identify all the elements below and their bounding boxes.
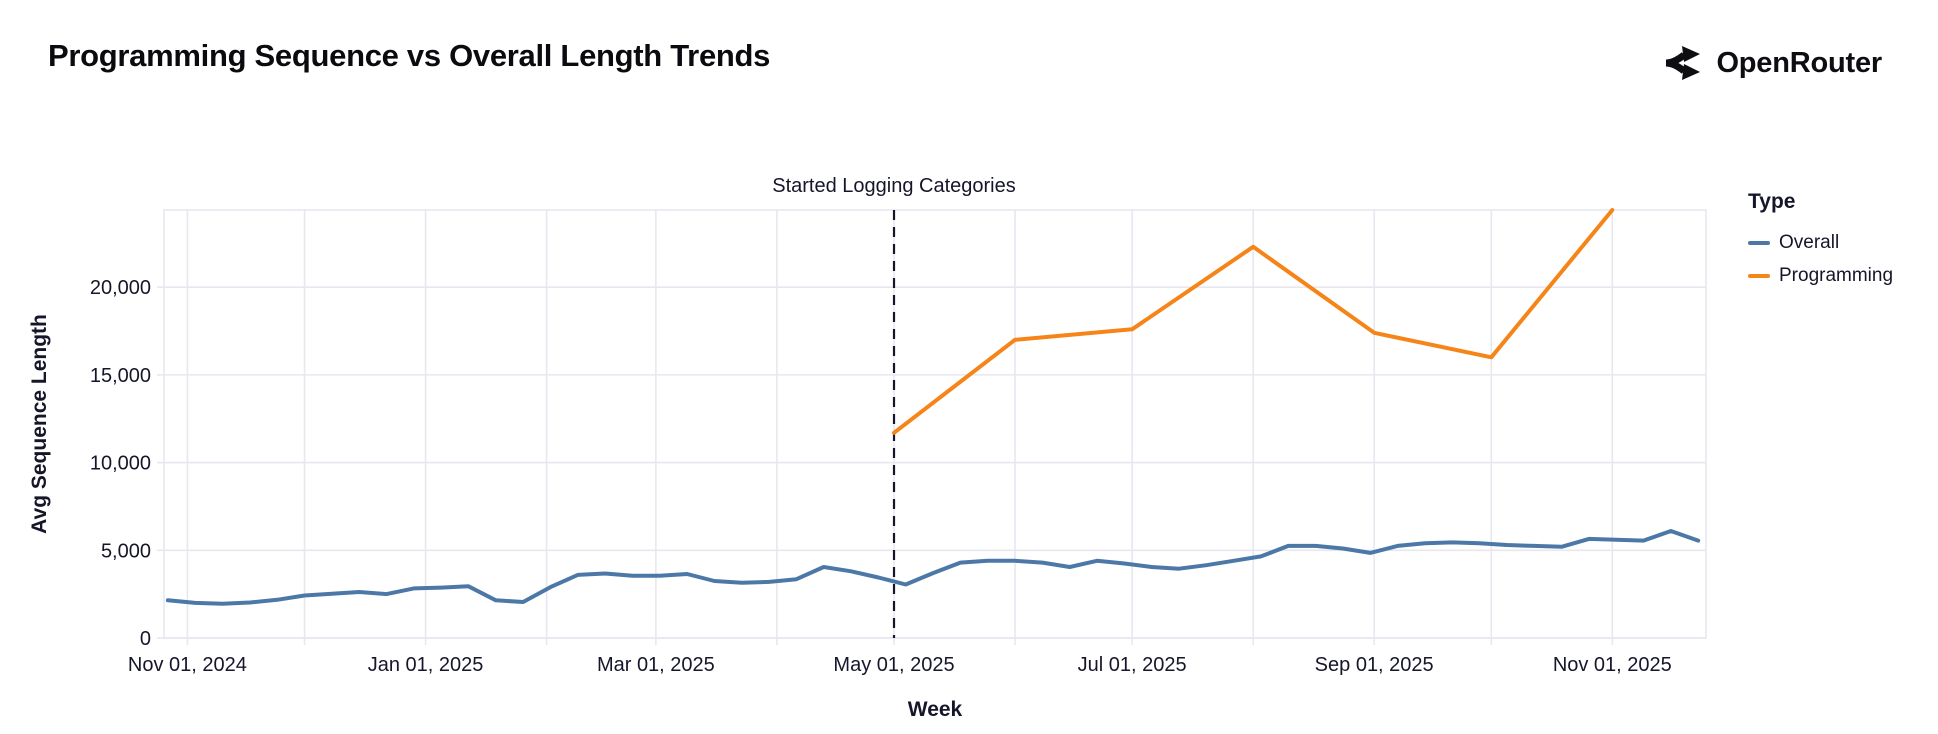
- svg-text:20,000: 20,000: [90, 277, 151, 299]
- programming-swatch-icon: [1748, 274, 1770, 278]
- legend: Type Overall Programming: [1748, 190, 1893, 298]
- overall-swatch-icon: [1748, 241, 1770, 245]
- annotation-label: Started Logging Categories: [772, 175, 1016, 197]
- page-title: Programming Sequence vs Overall Length T…: [48, 38, 771, 73]
- legend-title: Type: [1748, 190, 1796, 213]
- svg-text:Mar 01, 2025: Mar 01, 2025: [597, 654, 715, 676]
- svg-text:0: 0: [140, 628, 151, 650]
- svg-text:5,000: 5,000: [101, 540, 151, 562]
- y-axis-title: Avg Sequence Length: [28, 314, 51, 534]
- openrouter-brand[interactable]: OpenRouter: [1662, 44, 1882, 82]
- brand-name: OpenRouter: [1716, 46, 1882, 79]
- openrouter-logo-icon: [1662, 44, 1704, 82]
- svg-text:Jan 01, 2025: Jan 01, 2025: [368, 654, 484, 676]
- svg-text:Nov 01, 2024: Nov 01, 2024: [128, 654, 247, 676]
- legend-label-overall: Overall: [1779, 232, 1840, 253]
- svg-text:May 01, 2025: May 01, 2025: [833, 654, 954, 676]
- svg-text:Sep 01, 2025: Sep 01, 2025: [1315, 654, 1434, 676]
- svg-text:15,000: 15,000: [90, 365, 151, 387]
- svg-text:Nov 01, 2025: Nov 01, 2025: [1553, 654, 1672, 676]
- svg-text:10,000: 10,000: [90, 453, 151, 475]
- legend-item-programming: Programming: [1748, 265, 1893, 287]
- legend-item-overall: Overall: [1748, 232, 1893, 254]
- svg-text:Jul 01, 2025: Jul 01, 2025: [1078, 654, 1187, 676]
- x-axis-title: Week: [908, 698, 963, 721]
- legend-label-programming: Programming: [1779, 265, 1894, 286]
